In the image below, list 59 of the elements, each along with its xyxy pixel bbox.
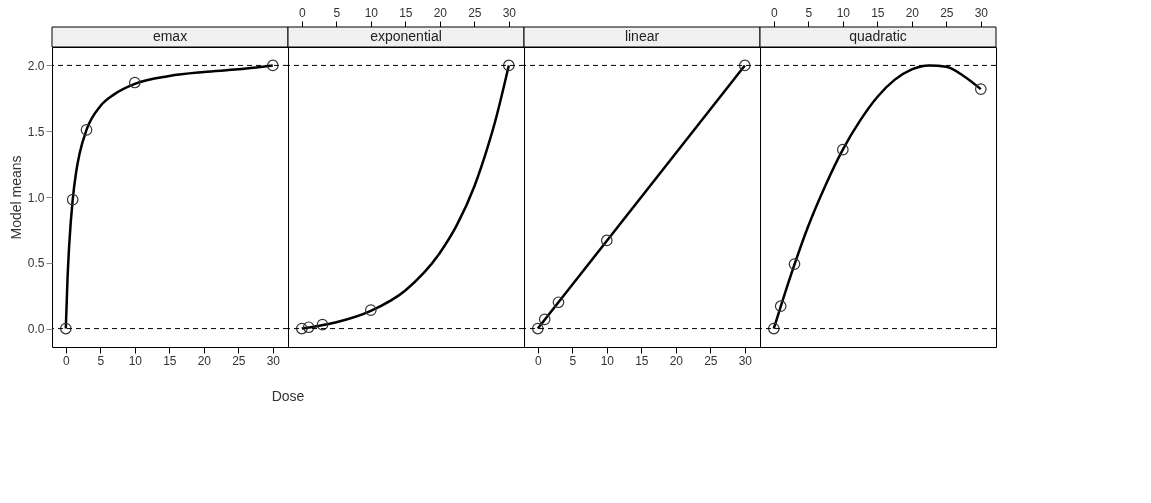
x-tick-label: 15 [163, 353, 177, 368]
point [302, 321, 315, 334]
x-tick-label: 5 [805, 5, 813, 20]
point [552, 296, 565, 309]
chart-title: emax [152, 28, 188, 44]
point [531, 322, 544, 335]
point [788, 258, 801, 270]
x-tick-label: 20 [197, 353, 212, 368]
x-tick-label: 15 [871, 5, 885, 20]
x-tick-label: 10 [600, 353, 615, 368]
x-tick-label: 20 [905, 5, 920, 20]
x-tick-label: 5 [569, 353, 577, 368]
x-tick-label: 5 [333, 5, 341, 20]
x-tick-label: 25 [940, 5, 954, 20]
chart-title: exponential [370, 28, 442, 44]
x-tick-label: 15 [399, 5, 413, 20]
x-tick-label: 15 [635, 353, 649, 368]
point [316, 318, 329, 331]
point [80, 124, 93, 136]
y-tick-label: 1.0 [27, 190, 45, 205]
x-tick-label: 10 [128, 353, 143, 368]
x-tick-label: 25 [468, 5, 482, 20]
chart-title: quadratic [849, 28, 907, 44]
x-tick-label: 30 [266, 353, 281, 368]
x-tick-label: 0 [534, 353, 542, 368]
point [738, 59, 751, 72]
y-tick-label: 0.5 [27, 256, 45, 271]
point [59, 322, 72, 335]
x-tick-label: 30 [974, 5, 989, 20]
x-tick-label: 5 [97, 353, 105, 368]
x-tick-label: 10 [836, 5, 851, 20]
x-tick-label: 25 [232, 353, 246, 368]
x-tick-label: 25 [704, 353, 718, 368]
x-tick-label: 20 [669, 353, 684, 368]
point [266, 59, 279, 72]
point [774, 300, 787, 313]
x-tick-label: 0 [770, 5, 778, 20]
x-tick-label: 10 [364, 5, 379, 20]
point [128, 76, 141, 89]
y-tick-label: 1.5 [27, 124, 45, 139]
x-axis-title: Dose [271, 388, 305, 404]
point [767, 322, 780, 335]
point [974, 83, 987, 95]
x-tick-label: 30 [738, 353, 753, 368]
chart-title: linear [624, 28, 660, 44]
point [66, 193, 79, 206]
point [295, 322, 308, 335]
point [538, 313, 551, 326]
point [600, 234, 613, 247]
x-tick-label: 20 [433, 5, 448, 20]
x-tick-label: 30 [502, 5, 517, 20]
y-axis-title: Model means [7, 155, 24, 240]
point [364, 304, 377, 316]
y-tick-label: 2.0 [27, 58, 45, 73]
point [836, 143, 849, 156]
x-tick-label: 0 [62, 353, 70, 368]
y-tick-label: 0.0 [27, 322, 45, 337]
x-tick-label: 0 [298, 5, 306, 20]
point [502, 59, 515, 72]
